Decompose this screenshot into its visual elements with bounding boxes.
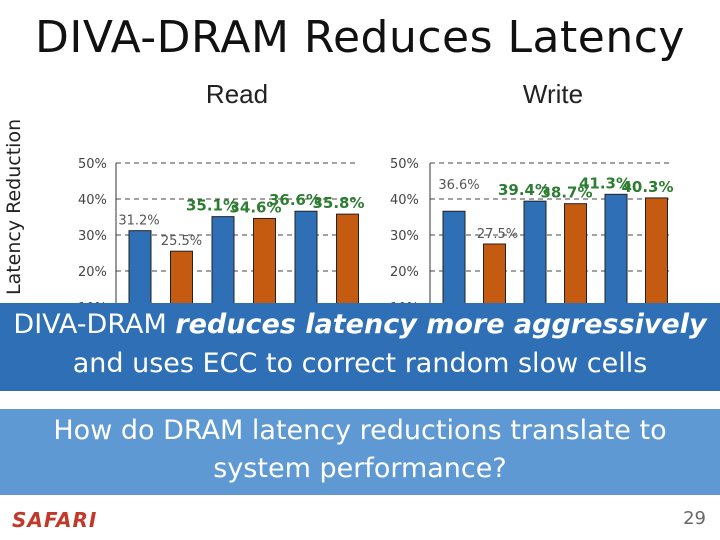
y-tick-label: 50%: [390, 157, 419, 172]
callout-plain-text: DIVA-DRAM: [13, 309, 176, 340]
bar: [604, 193, 628, 310]
y-tick-label: 30%: [390, 229, 419, 244]
bar: [128, 230, 152, 310]
data-label: 40.3%: [621, 178, 673, 196]
bar: [294, 210, 318, 310]
bar: [442, 210, 466, 310]
callout-line-2: and uses ECC to correct random slow cell…: [72, 348, 648, 379]
question-line-1: How do DRAM latency reductions translate…: [53, 415, 667, 446]
bar: [253, 217, 276, 310]
data-label: 31.2%: [118, 214, 159, 229]
data-label: 34.6%: [229, 198, 281, 216]
bar: [483, 243, 506, 310]
chart-title: Write: [523, 79, 583, 109]
y-tick-label: 20%: [78, 265, 107, 280]
data-label: 35.1%: [186, 197, 238, 215]
data-label: 36.6%: [438, 178, 479, 193]
callout-emphasis-text: reduces latency more aggressively: [175, 309, 707, 340]
data-label: 38.7%: [540, 184, 592, 202]
data-label: 35.8%: [312, 194, 364, 212]
chart-title: Read: [206, 79, 268, 109]
data-label: 25.5%: [161, 234, 202, 249]
y-tick-label: 30%: [78, 229, 107, 244]
bar: [170, 250, 193, 310]
data-label: 36.6%: [269, 191, 321, 209]
y-tick-label: 40%: [390, 193, 419, 208]
bar: [523, 200, 547, 310]
question-line-2: system performance?: [213, 453, 507, 484]
y-tick-label: 40%: [78, 193, 107, 208]
data-label: 27.5%: [477, 227, 518, 242]
bar: [645, 197, 668, 310]
data-label: 41.3%: [579, 174, 631, 192]
data-label: 39.4%: [498, 181, 550, 199]
bar: [211, 216, 235, 310]
bar: [564, 203, 587, 310]
y-tick-label: 50%: [78, 157, 107, 172]
question-banner: How do DRAM latency reductions translate…: [0, 409, 720, 495]
page-number: 29: [683, 508, 706, 529]
callout-line-1: DIVA-DRAM reduces latency more aggressiv…: [0, 309, 720, 340]
callout-banner: DIVA-DRAM reduces latency more aggressiv…: [0, 303, 720, 391]
y-tick-label: 20%: [390, 265, 419, 280]
bar: [336, 213, 359, 310]
latency-charts: Read10%20%30%40%50%31.2%25.5%35.1%34.6%3…: [78, 79, 674, 310]
safari-logo: SAFARI: [12, 508, 98, 532]
slide-title: DIVA-DRAM Reduces Latency: [35, 12, 685, 63]
